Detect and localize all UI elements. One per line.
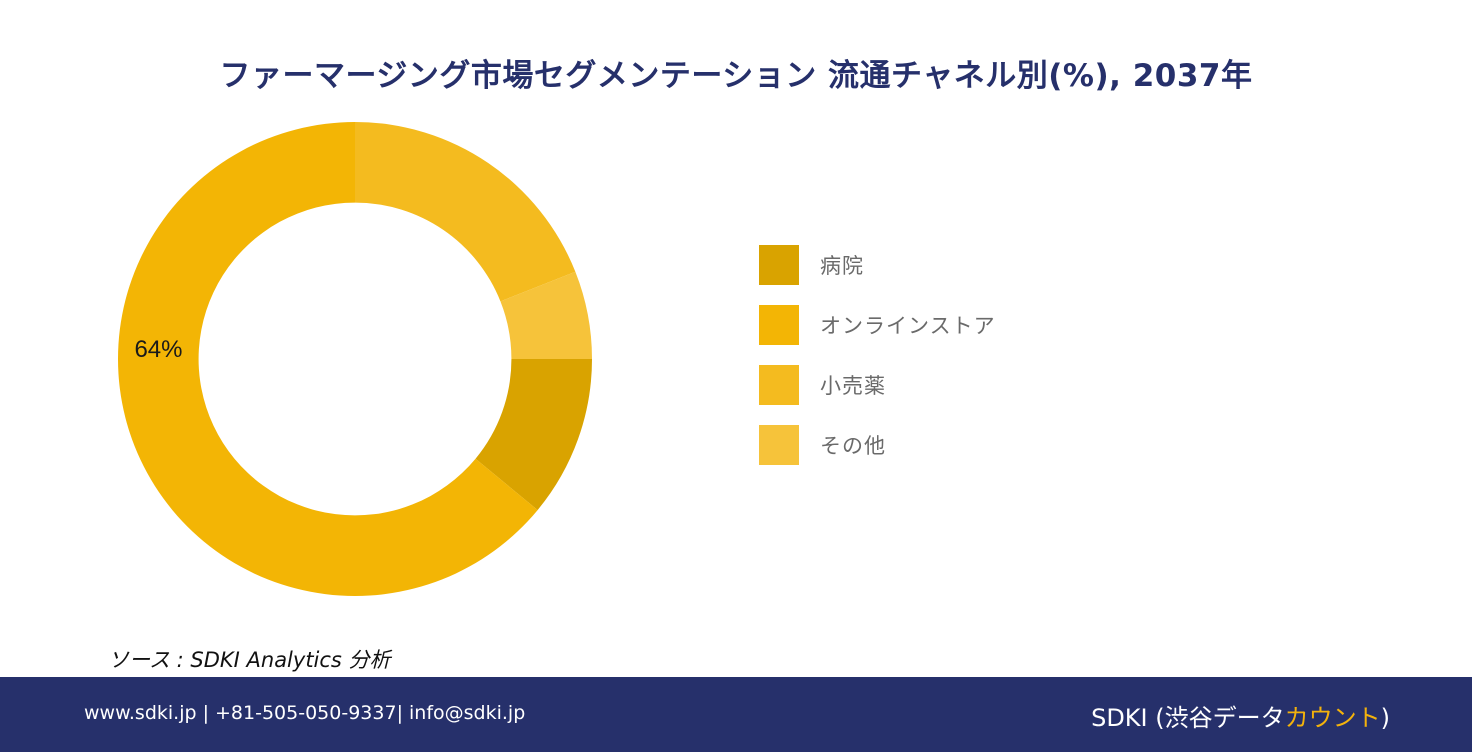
legend-item-retail-pharmacy: 小売薬 <box>759 365 996 405</box>
donut-chart: 64% <box>117 122 592 597</box>
footer-bar: www.sdki.jp | +81-505-050-9337| info@sdk… <box>0 677 1472 752</box>
legend-label: その他 <box>820 434 886 458</box>
legend-swatch <box>759 425 799 465</box>
legend-item-hospital: 病院 <box>759 245 996 285</box>
legend-label: オンラインストア <box>820 314 996 338</box>
data-label-0: 64% <box>134 336 182 363</box>
legend-swatch <box>759 245 799 285</box>
legend-swatch <box>759 365 799 405</box>
legend-item-other: その他 <box>759 425 996 465</box>
donut-slice-1 <box>117 122 538 597</box>
footer-contact: www.sdki.jp | +81-505-050-9337| info@sdk… <box>84 702 526 724</box>
legend-label: 病院 <box>820 254 864 278</box>
brand-prefix: SDKI (渋谷データ <box>1091 704 1285 732</box>
source-note: ソース : SDKI Analytics 分析 <box>108 648 391 672</box>
brand-suffix: ) <box>1380 704 1390 732</box>
legend-item-online-store: オンラインストア <box>759 305 996 345</box>
donut-slice-0 <box>475 359 592 511</box>
footer-brand: SDKI (渋谷データカウント) <box>1091 698 1390 733</box>
chart-legend: 病院 オンラインストア 小売薬 その他 <box>759 245 996 485</box>
donut-slice-3 <box>500 271 592 359</box>
donut-slice-2 <box>355 122 576 302</box>
legend-label: 小売薬 <box>820 374 886 398</box>
legend-swatch <box>759 305 799 345</box>
brand-accent: カウント <box>1284 704 1381 732</box>
chart-title: ファーマージング市場セグメンテーション 流通チャネル別(%), 2037年 <box>219 58 1253 94</box>
